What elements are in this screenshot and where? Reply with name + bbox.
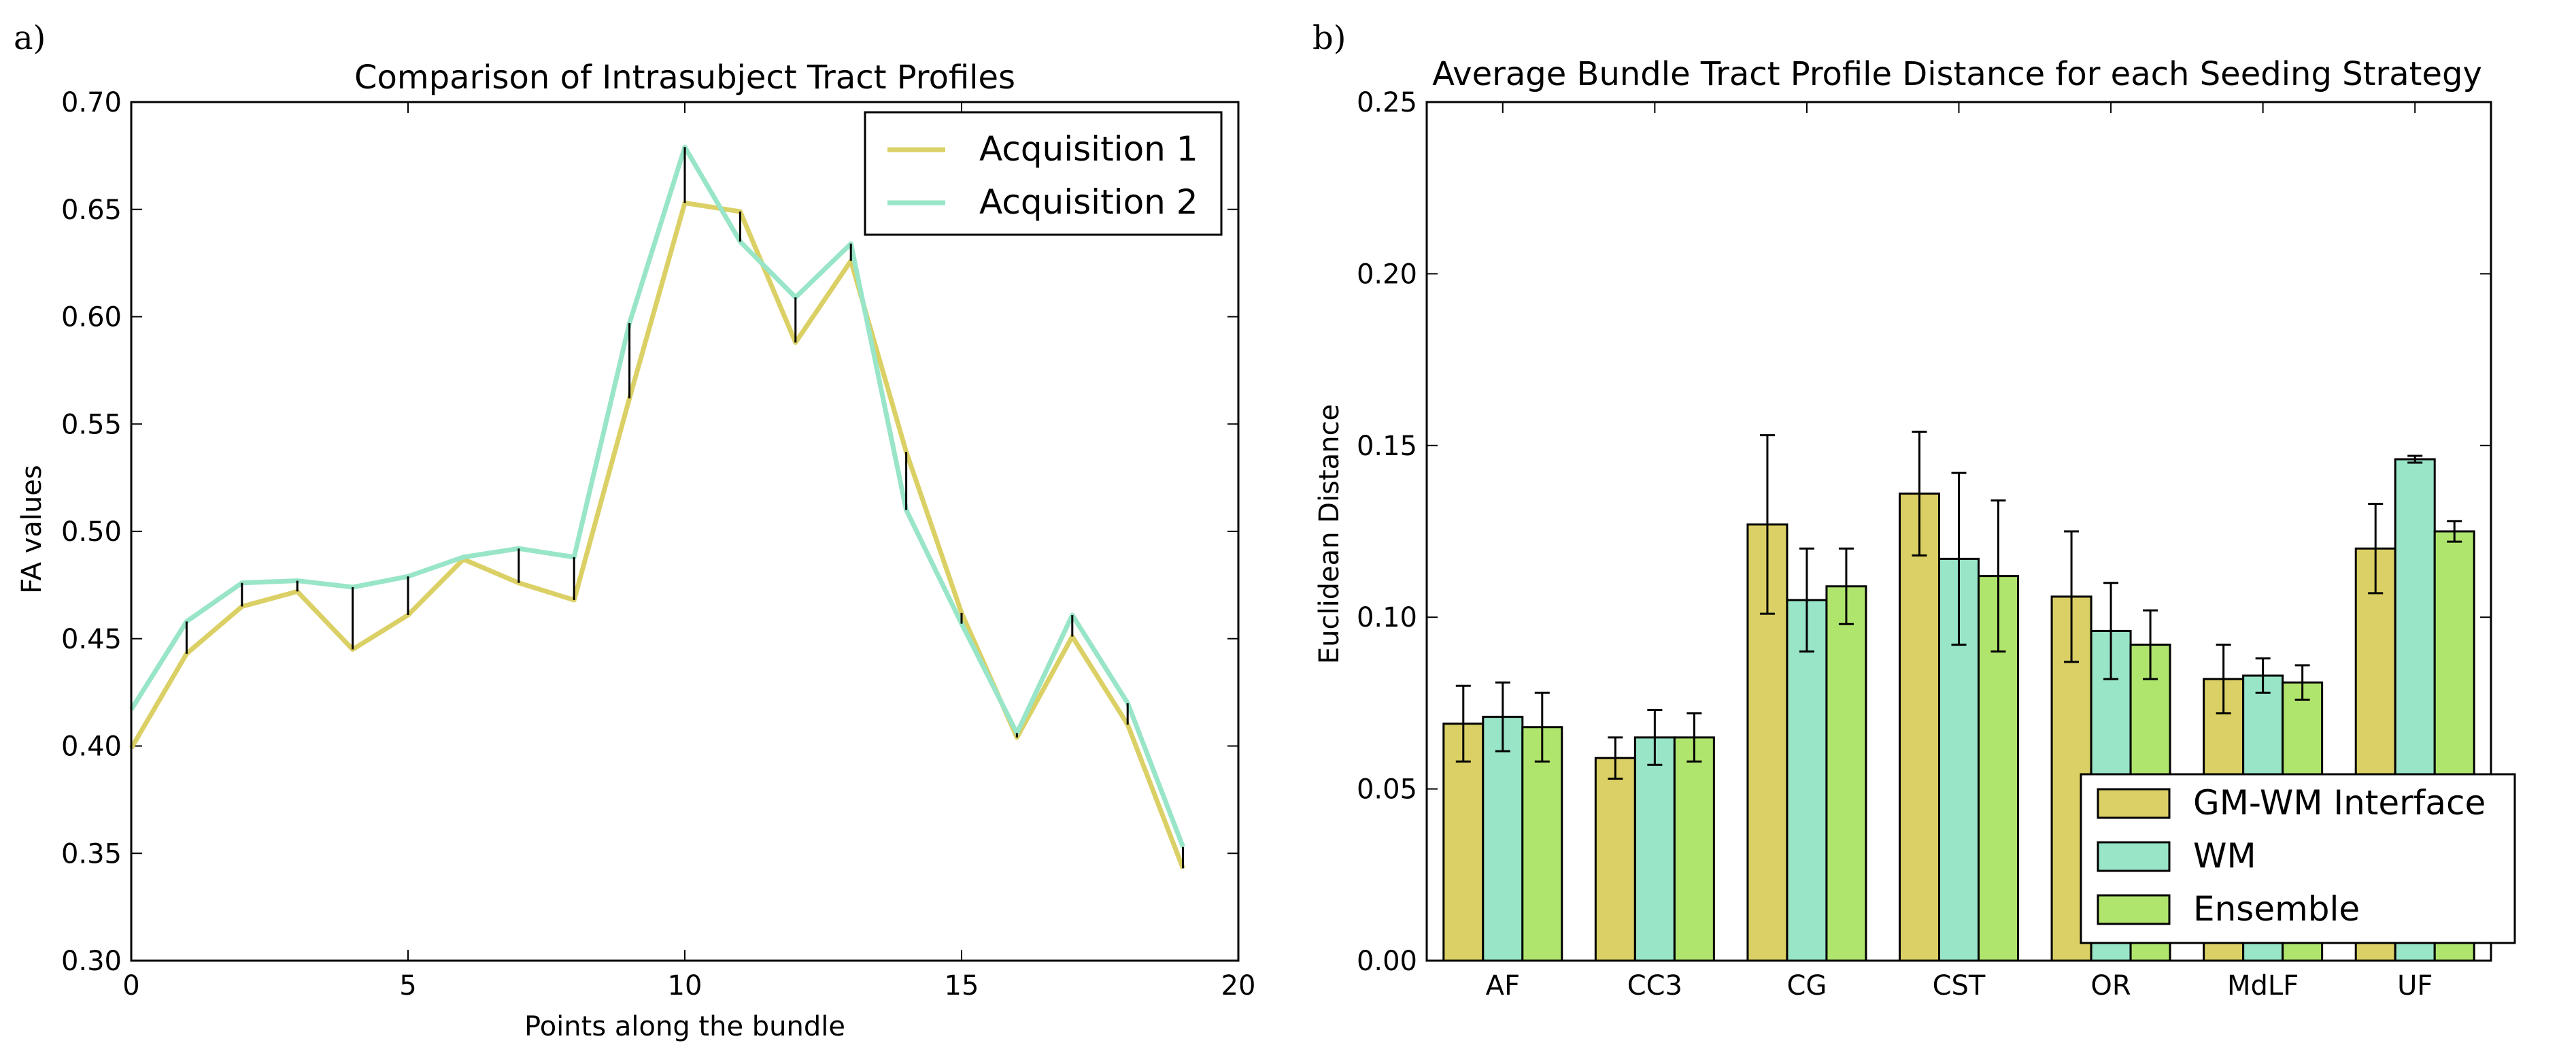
series-line-acquisition-1: [129, 200, 1185, 869]
panel-a-xtick-label: 20: [1221, 970, 1256, 1001]
bar-cg-wm: [1786, 599, 1828, 962]
panel-b-ytick-label: 0.10: [1357, 602, 1417, 633]
panel-a-ylabel: FA values: [16, 465, 48, 594]
panel-a-difference-marks: [130, 147, 1185, 869]
panel-b-ytick-label: 0.15: [1357, 431, 1417, 462]
bar-af-wm: [1482, 716, 1524, 962]
legend-gm-wm-label: GM-WM Interface: [2193, 783, 2486, 823]
panel-a-xtick-label: 0: [122, 970, 139, 1001]
panel-b-ticks: 0.00 0.05 0.10 0.15 0.20 0.25 AF CC3 CG CST OR MdLF…: [1357, 87, 2491, 1001]
panel-a-title: Comparison of Intrasubject Tract Profile…: [354, 59, 1015, 97]
panel-b-axes-frame: [1425, 101, 2492, 962]
legend-ensemble-label: Ensemble: [2193, 889, 2360, 929]
panel-b-ytick-label: 0.00: [1357, 946, 1417, 977]
panel-a-ytick-label: 0.45: [61, 624, 122, 655]
panel-a-ytick-label: 0.65: [61, 195, 122, 226]
panel-a-ytick-label: 0.55: [61, 409, 122, 440]
legend-acquisition-1-label: Acquisition 1: [979, 129, 1198, 169]
panel-a-ytick-label: 0.30: [61, 946, 122, 977]
panel-b-title: Average Bundle Tract Profile Distance fo…: [1432, 55, 2482, 93]
category-label: UF: [2397, 970, 2433, 1001]
panel-b: b) Average Bundle Tract Profile Distance…: [1312, 19, 2516, 1001]
panel-a-axes-frame: [130, 101, 1240, 962]
panel-a-label: a): [14, 19, 46, 57]
panel-b-ytick-label: 0.20: [1357, 259, 1417, 290]
category-label: MdLF: [2227, 970, 2299, 1001]
panel-b-legend: GM-WM Interface WM Ensemble: [2080, 773, 2516, 944]
panel-a-ticks: 0.30 0.35 0.40 0.45 0.50 0.55 0.60 0.65 0.70 0 5 10…: [61, 87, 1256, 1001]
legend-gm-wm-swatch: [2097, 788, 2171, 819]
category-label: CG: [1786, 970, 1827, 1001]
panel-b-ytick-label: 0.05: [1357, 774, 1417, 806]
bar-cc3-ensemble: [1673, 736, 1715, 962]
panel-a-xtick-label: 15: [945, 970, 979, 1001]
panel-a-series: [129, 144, 1185, 869]
panel-a-ytick-label: 0.60: [61, 302, 122, 333]
panel-a-xlabel: Points along the bundle: [524, 1011, 845, 1042]
bar-cc3-wm: [1633, 736, 1676, 962]
panel-a-legend-box: [864, 111, 1223, 236]
legend-wm-label: WM: [2193, 836, 2256, 876]
legend-wm-swatch: [2097, 841, 2171, 872]
panel-a-ytick-label: 0.40: [61, 731, 122, 763]
panel-b-ylabel: Euclidean Distance: [1314, 404, 1345, 664]
panel-a-xtick-label: 5: [399, 970, 416, 1001]
panel-b-ytick-label: 0.25: [1357, 87, 1417, 118]
panel-a-legend: Acquisition 1 Acquisition 2: [864, 111, 1223, 236]
panel-a-ytick-label: 0.35: [61, 838, 122, 869]
category-label: AF: [1486, 970, 1520, 1001]
panel-a-ytick-label: 0.50: [61, 516, 122, 548]
panel-a-xtick-label: 10: [668, 970, 702, 1001]
category-label: CST: [1933, 970, 1986, 1001]
category-label: CC3: [1627, 970, 1682, 1001]
panel-a: a) Comparison of Intrasubject Tract Prof…: [14, 19, 1255, 1042]
bar-cc3-gmwm: [1594, 757, 1636, 962]
legend-ensemble-swatch: [2097, 894, 2171, 925]
legend-acquisition-2-label: Acquisition 2: [979, 182, 1198, 222]
bar-cst-gmwm: [1899, 492, 1940, 962]
bar-cg-ensemble: [1825, 585, 1867, 962]
category-label: OR: [2090, 970, 2131, 1001]
panel-b-label: b): [1312, 19, 1346, 57]
panel-a-ytick-label: 0.70: [61, 87, 122, 118]
series-line-acquisition-2: [129, 144, 1185, 848]
